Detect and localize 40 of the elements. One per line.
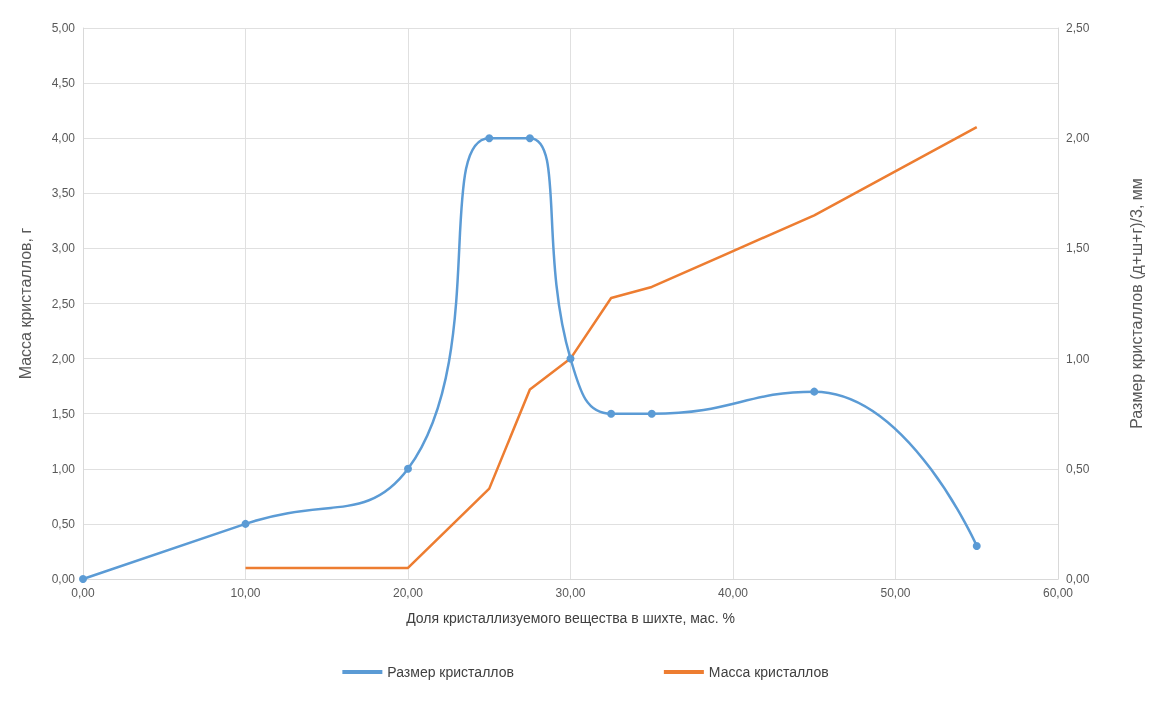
y2-tick-label: 0,50	[1066, 461, 1090, 476]
y2-tick-label: 2,00	[1066, 131, 1090, 146]
point	[485, 134, 494, 143]
y-tick-label: 2,00	[51, 351, 76, 366]
y-tick-label: 3,00	[51, 241, 76, 256]
point	[607, 409, 616, 418]
point	[404, 464, 412, 473]
x-tick-label: 10,00	[230, 586, 261, 600]
y-tick-label: 1,00	[51, 461, 76, 476]
y-tick-label: 0,00	[51, 572, 76, 586]
point	[972, 541, 981, 550]
y-axis-title: Масса кристаллов, г	[16, 227, 34, 380]
legend-label: Масса кристаллов	[708, 664, 829, 680]
x-tick-label: 0,00	[71, 586, 95, 600]
x-tick-label: 30,00	[555, 586, 586, 600]
x-axis-title: Доля кристаллизуемого вещества в шихте, мас. %	[406, 610, 735, 626]
x-tick-label: 60,00	[1042, 586, 1074, 600]
point	[525, 134, 534, 143]
y-tick-label: 1,50	[51, 406, 76, 421]
y2-tick-label: 1,00	[1066, 351, 1090, 366]
y2-tick-label: 0,00	[1066, 572, 1090, 586]
line-series	[244, 125, 978, 570]
point	[810, 387, 819, 396]
y2-axis-title: Размер кристаллов (д+ш+г)/3, мм	[1127, 178, 1145, 429]
y-tick-label: 4,00	[51, 131, 76, 146]
y-tick-label: 5,00	[51, 21, 76, 35]
point	[79, 575, 87, 583]
point	[241, 519, 250, 528]
x-tick-label: 20,00	[392, 586, 424, 600]
y-tick-label: 2,50	[51, 296, 76, 311]
point	[566, 354, 575, 363]
y2-tick-label: 1,50	[1066, 241, 1090, 256]
y-tick-label: 0,50	[51, 516, 76, 531]
legend-label: Размер кристаллов	[387, 664, 514, 680]
y-tick-label: 3,50	[51, 186, 76, 201]
y-tick-label: 4,50	[51, 76, 76, 91]
point	[647, 409, 656, 418]
x-tick-label: 50,00	[880, 586, 911, 600]
x-tick-label: 40,00	[717, 586, 749, 600]
y2-tick-label: 2,50	[1066, 21, 1090, 35]
